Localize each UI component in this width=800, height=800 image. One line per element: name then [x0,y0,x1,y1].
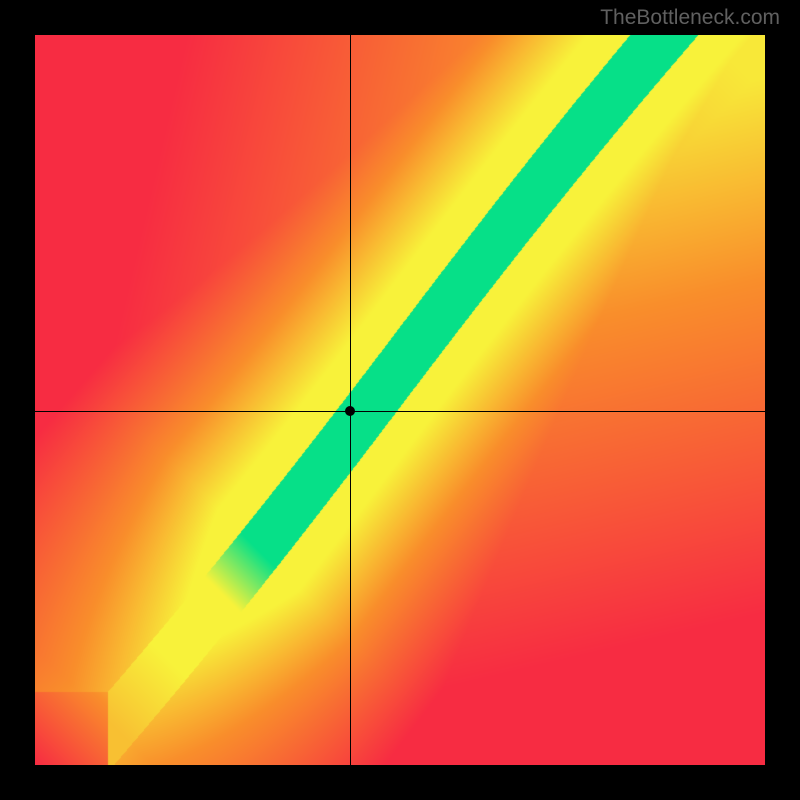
heatmap-canvas [35,35,765,765]
crosshair-vertical [350,35,351,765]
data-point-marker [345,406,355,416]
watermark-text: TheBottleneck.com [600,6,780,30]
heatmap-plot [35,35,765,765]
crosshair-horizontal [35,411,765,412]
